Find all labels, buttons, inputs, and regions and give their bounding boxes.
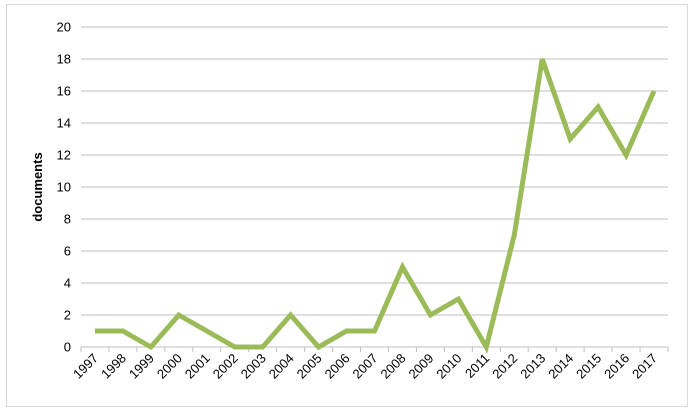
y-tick-label: 12 [57,148,71,163]
x-tick-label: 1998 [98,351,129,382]
y-tick-label: 8 [64,212,71,227]
x-tick-label: 2000 [154,351,185,382]
y-tick-label: 10 [57,180,71,195]
x-tick-label: 1999 [126,351,157,382]
x-tick-label: 2008 [378,351,409,382]
x-tick-label: 2013 [517,351,548,382]
x-tick-label: 2015 [573,351,604,382]
y-tick-label: 6 [64,244,71,259]
chart-frame [6,4,688,407]
x-tick-label: 2011 [462,351,492,381]
y-tick-label: 20 [57,20,71,35]
x-tick-label: 2006 [322,351,353,382]
x-tick-label: 2012 [489,351,520,382]
x-tick-label: 2005 [294,351,325,382]
y-axis-label: documents [30,152,45,221]
x-tick-label: 2009 [405,351,436,382]
y-tick-label: 18 [57,52,71,67]
y-tick-label: 4 [64,276,71,291]
series-layer [94,58,657,354]
axes [80,346,669,352]
x-tick-label: 2010 [433,351,464,382]
y-tick-label: 16 [57,84,71,99]
series-line [95,58,657,354]
x-tick-label: 2014 [545,351,576,382]
x-tick-label: 2007 [350,351,381,382]
x-tick-label: 2003 [238,351,269,382]
x-tick-label: 1997 [70,351,101,382]
x-tick-label: 2004 [266,351,297,382]
x-tick-labels: 1997199819992000200120022003200420052006… [70,351,660,382]
x-tick-label: 2016 [601,351,632,382]
y-tick-labels: 0 2 4 6 8 10 12 14 16 18 20 [57,20,71,355]
y-tick-label: 14 [57,116,71,131]
x-tick-label: 2001 [182,351,213,382]
y-tick-label: 2 [64,308,71,323]
y-tick-label: 0 [64,340,71,355]
x-tick-label: 2017 [629,351,660,382]
x-tick-label: 2002 [210,351,241,382]
gridlines [81,26,668,316]
